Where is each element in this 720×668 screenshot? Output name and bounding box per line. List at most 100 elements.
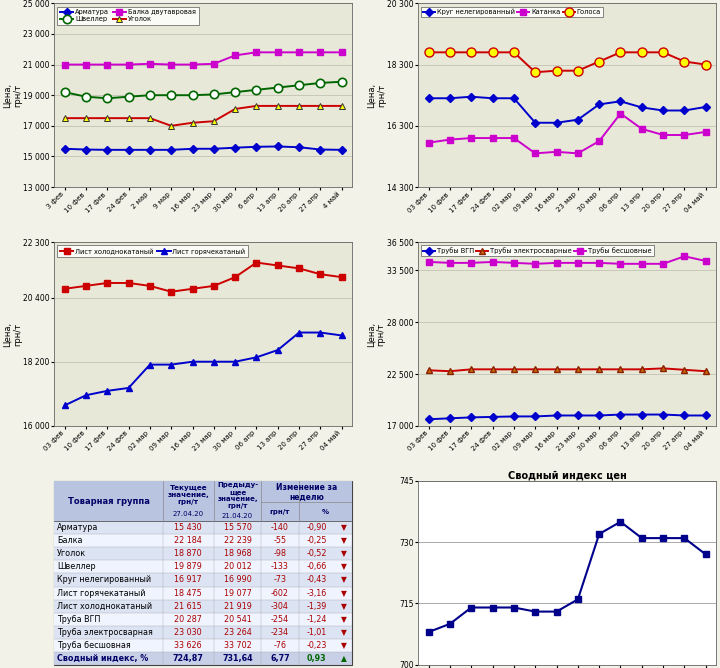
Швеллер — [145, 92, 154, 100]
Катанка — [488, 134, 497, 142]
Трубы ВГП — [701, 411, 710, 420]
Балка двутавровая — [103, 61, 112, 69]
Text: -140: -140 — [271, 524, 289, 532]
Трубы ВГП — [510, 412, 518, 420]
Text: -234: -234 — [271, 628, 289, 637]
Трубы электросварные — [680, 366, 689, 374]
Лист горячекатаный — [167, 361, 176, 369]
Text: -76: -76 — [274, 641, 287, 649]
Text: 18 870: 18 870 — [174, 550, 202, 558]
Арматура — [210, 145, 218, 153]
Балка двутавровая — [252, 48, 261, 56]
Уголок — [210, 117, 218, 125]
Text: 6,77: 6,77 — [270, 654, 290, 663]
Арматура — [60, 145, 69, 153]
Text: Сводный индекс, %: Сводный индекс, % — [57, 654, 148, 663]
Y-axis label: Цена,
грн/т: Цена, грн/т — [2, 321, 22, 347]
Швеллер — [252, 86, 261, 94]
Трубы ВГП — [680, 411, 689, 420]
Катанка — [446, 136, 454, 144]
Круг нелегированный — [659, 106, 667, 114]
Арматура — [274, 142, 282, 150]
Text: ▼: ▼ — [341, 641, 346, 649]
Балка двутавровая — [125, 61, 133, 69]
Bar — [54, 481, 352, 521]
Text: Лист холоднокатаный: Лист холоднокатаный — [57, 602, 152, 611]
Катанка — [467, 134, 476, 142]
Круг нелегированный — [552, 119, 561, 127]
Трубы электросварные — [574, 365, 582, 373]
Трубы бесшовные — [701, 257, 710, 265]
Y-axis label: Цена,
грн/т: Цена, грн/т — [366, 83, 386, 108]
Text: 27.04.20: 27.04.20 — [173, 511, 204, 517]
Уголок — [252, 102, 261, 110]
Bar — [54, 573, 352, 587]
Text: 23 030: 23 030 — [174, 628, 202, 637]
Арматура — [103, 146, 112, 154]
Line: Голоса: Голоса — [424, 48, 710, 77]
Text: -0,43: -0,43 — [307, 576, 327, 584]
Круг нелегированный — [531, 119, 539, 127]
Арматура — [125, 146, 133, 154]
Швеллер — [81, 93, 90, 101]
Трубы электросварные — [701, 367, 710, 375]
Legend: Арматура, Швеллер, Балка двутавровая, Уголок: Арматура, Швеллер, Балка двутавровая, Уг… — [58, 7, 199, 25]
Text: 21 919: 21 919 — [224, 602, 251, 611]
Трубы ВГП — [659, 411, 667, 419]
Трубы электросварные — [552, 365, 561, 373]
Line: Трубы бесшовные: Трубы бесшовные — [426, 253, 709, 267]
Text: Лист горячекатаный: Лист горячекатаный — [57, 589, 145, 597]
Арматура — [145, 146, 154, 154]
Балка двутавровая — [60, 61, 69, 69]
Швеллер — [210, 90, 218, 98]
Лист горячекатаный — [231, 357, 240, 365]
Трубы ВГП — [488, 413, 497, 421]
Швеллер — [338, 77, 346, 86]
Голоса — [510, 48, 518, 56]
Text: ▼: ▼ — [341, 602, 346, 611]
Line: Швеллер: Швеллер — [60, 77, 346, 102]
Text: Товарная группа: Товарная группа — [68, 497, 149, 506]
Text: Труба ВГП: Труба ВГП — [57, 615, 100, 623]
Круг нелегированный — [446, 94, 454, 102]
Уголок — [60, 114, 69, 122]
Bar — [54, 534, 352, 547]
Text: 22 184: 22 184 — [174, 536, 202, 545]
Лист горячекатаный — [145, 361, 154, 369]
Балка двутавровая — [188, 61, 197, 69]
Катанка — [510, 134, 518, 142]
Лист холоднокатаный — [103, 279, 112, 287]
Лист холоднокатаный — [252, 259, 261, 267]
Швеллер — [316, 79, 325, 87]
Трубы ВГП — [616, 411, 625, 419]
Трубы бесшовные — [595, 259, 603, 267]
Трубы электросварные — [446, 367, 454, 375]
Bar — [54, 613, 352, 625]
Трубы ВГП — [424, 415, 433, 424]
Text: 21 615: 21 615 — [174, 602, 202, 611]
Лист холоднокатаный — [316, 271, 325, 279]
Text: Швеллер: Швеллер — [57, 562, 96, 571]
Line: Лист горячекатаный: Лист горячекатаный — [61, 329, 345, 409]
Text: -55: -55 — [274, 536, 287, 545]
Трубы бесшовные — [552, 259, 561, 267]
Legend: Трубы ВГП, Трубы электросварные, Трубы бесшовные: Трубы ВГП, Трубы электросварные, Трубы б… — [421, 245, 654, 257]
Трубы электросварные — [531, 365, 539, 373]
Трубы электросварные — [659, 364, 667, 372]
Катанка — [531, 150, 539, 158]
Швеллер — [274, 84, 282, 92]
Трубы электросварные — [616, 365, 625, 373]
Bar — [54, 587, 352, 599]
Bar — [54, 651, 352, 665]
Title: Сводный индекс цен: Сводный индекс цен — [508, 470, 626, 480]
Line: Балка двутавровая: Балка двутавровая — [61, 49, 345, 67]
Катанка — [616, 110, 625, 118]
Трубы электросварные — [467, 365, 476, 373]
Text: 15 430: 15 430 — [174, 524, 202, 532]
Арматура — [188, 145, 197, 153]
Bar — [54, 639, 352, 651]
Уголок — [103, 114, 112, 122]
Лист горячекатаный — [294, 329, 303, 337]
Text: 33 626: 33 626 — [174, 641, 202, 649]
Голоса — [595, 57, 603, 65]
